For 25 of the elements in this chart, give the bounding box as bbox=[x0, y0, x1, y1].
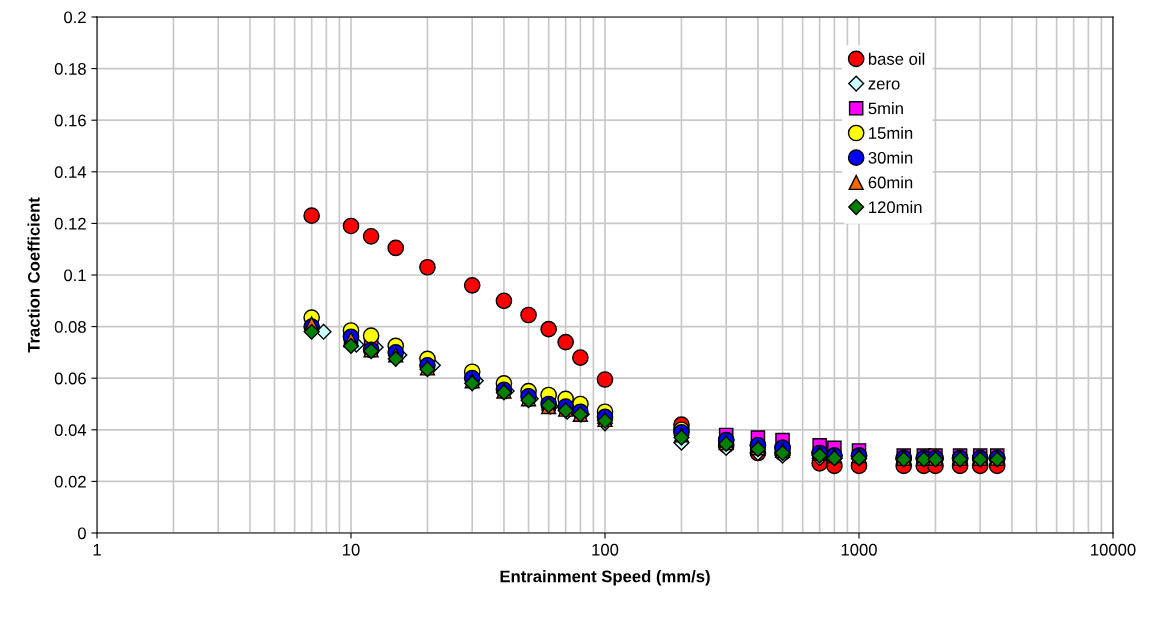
y-tick-label: 0.2 bbox=[64, 11, 86, 24]
y-tick-label: 0.16 bbox=[54, 114, 86, 127]
x-axis-title: Entrainment Speed (mm/s) bbox=[500, 570, 710, 586]
x-tick-label: 100 bbox=[592, 543, 619, 556]
legend-label: 15min bbox=[869, 126, 913, 139]
x-tick-label: 1 bbox=[93, 544, 101, 556]
x-tick-label: 10000 bbox=[1091, 543, 1136, 556]
x-tick-label: 1000 bbox=[841, 543, 877, 556]
legend-label: base oil bbox=[868, 52, 925, 65]
y-tick-label: 0.02 bbox=[54, 475, 86, 488]
legend-label: 120min bbox=[869, 200, 922, 214]
y-tick-label: 0.06 bbox=[54, 372, 86, 385]
y-tick-label: 0 bbox=[77, 527, 86, 540]
legend-label: 60min bbox=[868, 176, 913, 189]
legend-label: 30min bbox=[868, 151, 913, 164]
y-tick-label: 0.14 bbox=[54, 166, 87, 178]
x-tick-label: 10 bbox=[343, 543, 360, 556]
y-tick-label: 0.1 bbox=[64, 269, 86, 282]
y-tick-label: 0.18 bbox=[54, 63, 86, 75]
legend-label: 5min bbox=[868, 102, 903, 115]
y-tick-label: 0.08 bbox=[54, 321, 86, 333]
y-axis-title: Traction Coefficient bbox=[27, 197, 40, 353]
y-tick-label: 0.04 bbox=[54, 424, 87, 436]
legend-label: zero bbox=[868, 80, 900, 90]
y-tick-label: 0.12 bbox=[54, 217, 86, 230]
